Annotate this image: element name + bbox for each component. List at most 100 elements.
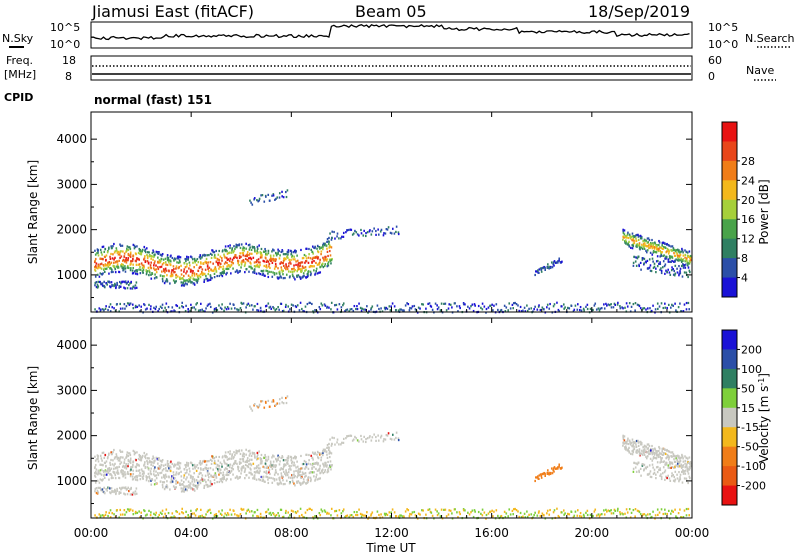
- power-point: [184, 309, 187, 313]
- velocity-point: [468, 513, 471, 516]
- power-point: [323, 259, 325, 262]
- velocity-point: [167, 511, 170, 515]
- velocity-point: [377, 439, 380, 442]
- power-point: [688, 308, 691, 311]
- power-point: [150, 257, 152, 260]
- velocity-point: [624, 442, 627, 445]
- velocity-point: [679, 457, 682, 460]
- velocity-point: [436, 510, 438, 513]
- power-point: [328, 236, 330, 240]
- velocity-point: [305, 463, 308, 466]
- power-point: [97, 254, 100, 257]
- velocity-point: [190, 462, 193, 465]
- power-point: [268, 263, 271, 266]
- velocity-point: [585, 511, 587, 514]
- power-point: [138, 268, 140, 271]
- velocity-point: [101, 479, 103, 482]
- velocity-point: [248, 454, 251, 457]
- velocity-point: [548, 471, 550, 474]
- velocity-point: [190, 461, 192, 464]
- velocity-point: [138, 464, 140, 467]
- velocity-point: [189, 476, 192, 479]
- velocity-point: [553, 470, 555, 473]
- power-point: [291, 254, 294, 257]
- power-point: [654, 250, 656, 254]
- velocity-point: [249, 462, 252, 465]
- power-point: [349, 308, 352, 311]
- power-point: [309, 270, 312, 273]
- power-point: [511, 303, 514, 306]
- power-point: [657, 307, 659, 310]
- velocity-point: [101, 490, 104, 493]
- power-point: [189, 276, 192, 279]
- velocity-point: [106, 489, 108, 492]
- power-point: [171, 274, 174, 277]
- power-point: [578, 308, 581, 312]
- velocity-point: [573, 514, 576, 517]
- velocity-point: [358, 508, 360, 511]
- power-point: [269, 266, 271, 270]
- power-point: [245, 306, 247, 309]
- velocity-point: [677, 456, 680, 459]
- power-point: [196, 302, 198, 305]
- velocity-point: [295, 469, 297, 472]
- velocity-point: [246, 464, 249, 468]
- power-point: [132, 266, 135, 270]
- velocity-point: [304, 472, 307, 475]
- power-point: [570, 304, 573, 307]
- power-point: [148, 269, 151, 272]
- power-point: [650, 269, 653, 273]
- velocity-point: [623, 442, 625, 445]
- velocity-point: [400, 514, 402, 517]
- y-tick-label: 4000: [56, 132, 87, 146]
- velocity-point: [680, 456, 683, 459]
- power-point: [250, 304, 253, 307]
- power-point: [96, 283, 99, 286]
- power-point: [277, 305, 279, 309]
- power-point: [667, 258, 670, 261]
- velocity-point: [148, 480, 150, 483]
- power-point: [227, 307, 230, 310]
- power-point: [152, 249, 154, 252]
- velocity-point: [659, 452, 661, 455]
- velocity-point: [114, 474, 117, 477]
- power-point: [161, 254, 163, 257]
- velocity-point: [101, 514, 104, 517]
- velocity-point: [122, 473, 125, 476]
- velocity-point: [205, 483, 208, 486]
- power-point: [229, 302, 231, 305]
- velocity-point: [116, 457, 119, 460]
- power-point: [169, 275, 172, 278]
- velocity-point: [294, 474, 296, 478]
- power-point: [643, 307, 646, 310]
- velocity-point: [660, 508, 663, 511]
- power-point: [109, 303, 112, 306]
- velocity-point: [95, 472, 98, 475]
- power-point: [129, 251, 132, 254]
- power-point: [135, 263, 138, 266]
- velocity-point: [648, 444, 651, 448]
- power-point: [270, 259, 272, 262]
- power-point: [114, 268, 117, 271]
- power-point: [94, 265, 96, 269]
- velocity-point: [260, 400, 262, 403]
- velocity-point: [685, 507, 688, 511]
- colorbar-swatch: [722, 446, 737, 467]
- power-point: [642, 245, 644, 248]
- power-point: [329, 259, 332, 262]
- power-point: [155, 276, 158, 279]
- power-point: [633, 239, 635, 242]
- velocity-point: [664, 463, 667, 466]
- power-point: [568, 307, 571, 310]
- power-point: [302, 272, 305, 275]
- x-tick-label: 00:00: [675, 526, 710, 540]
- velocity-point: [660, 460, 663, 463]
- velocity-point: [356, 439, 359, 442]
- power-point: [682, 266, 685, 269]
- power-point: [316, 263, 319, 266]
- power-point: [647, 267, 650, 270]
- power-point: [326, 258, 328, 261]
- power-point: [148, 274, 150, 277]
- velocity-point: [688, 514, 691, 517]
- velocity-point: [651, 459, 654, 462]
